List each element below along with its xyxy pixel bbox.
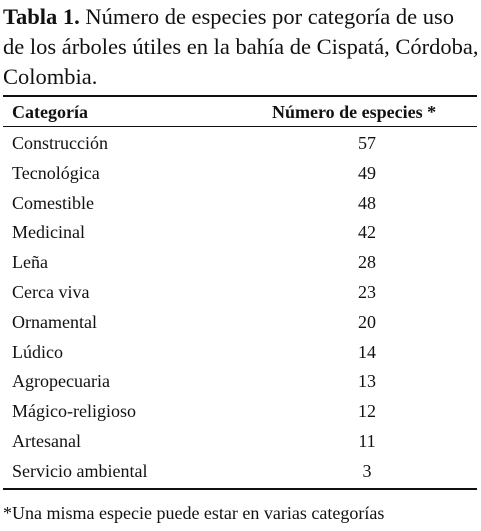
category-cell: Medicinal xyxy=(12,222,85,243)
category-cell: Lúdico xyxy=(12,341,63,362)
count-cell: 11 xyxy=(358,431,376,451)
header-rule xyxy=(3,126,477,127)
category-cell: Leña xyxy=(12,252,48,273)
count-cell: 3 xyxy=(362,460,372,481)
column-header: Número de especies * xyxy=(272,102,437,122)
column-header: Categoría xyxy=(12,102,88,122)
count-cell: 14 xyxy=(358,341,376,362)
category-cell: Agropecuaria xyxy=(12,371,110,392)
table-caption: Tabla 1. Número de especies por categorí… xyxy=(3,2,479,92)
count-cell: 13 xyxy=(358,371,376,392)
count-cell: 48 xyxy=(358,192,376,213)
category-cell: Servicio ambiental xyxy=(12,460,148,481)
top-rule xyxy=(3,95,477,97)
count-cell: 23 xyxy=(358,282,376,302)
caption-text: Número de especies por categoría de uso … xyxy=(3,4,479,89)
count-cell: 42 xyxy=(358,222,376,243)
category-cell: Cerca viva xyxy=(12,282,90,302)
category-cell: Ornamental xyxy=(12,311,97,332)
caption-label: Tabla 1. xyxy=(3,4,80,29)
category-cell: Construcción xyxy=(12,133,108,153)
count-cell: 49 xyxy=(358,162,376,183)
count-cell: 12 xyxy=(358,401,376,422)
count-cell: 28 xyxy=(358,252,376,273)
category-cell: Artesanal xyxy=(12,431,81,451)
category-cell: Mágico-religioso xyxy=(12,401,136,422)
bottom-rule xyxy=(3,488,477,490)
footnote: *Una misma especie puede estar en varias… xyxy=(3,503,385,523)
category-cell: Comestible xyxy=(12,192,94,213)
count-cell: 57 xyxy=(358,133,376,153)
count-cell: 20 xyxy=(358,311,376,332)
category-cell: Tecnológica xyxy=(12,162,100,183)
